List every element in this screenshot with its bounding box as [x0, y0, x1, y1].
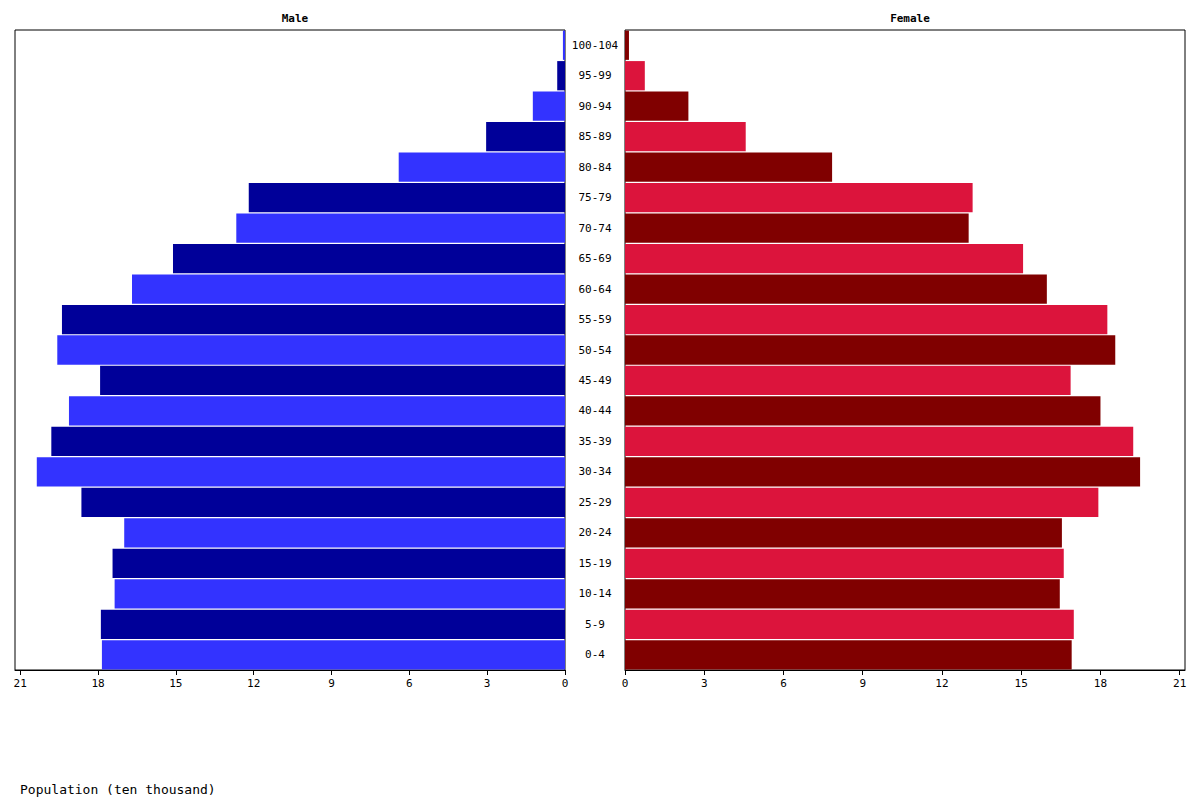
svg-text:60-64: 60-64 — [578, 283, 611, 296]
svg-text:20-24: 20-24 — [578, 526, 611, 539]
svg-text:12: 12 — [247, 677, 260, 690]
svg-text:3: 3 — [484, 677, 491, 690]
svg-text:21: 21 — [1173, 677, 1186, 690]
svg-text:Male: Male — [282, 12, 309, 25]
svg-text:75-79: 75-79 — [578, 191, 611, 204]
svg-text:9: 9 — [328, 677, 335, 690]
svg-text:12: 12 — [935, 677, 948, 690]
svg-text:6: 6 — [406, 677, 413, 690]
svg-text:70-74: 70-74 — [578, 222, 611, 235]
svg-text:40-44: 40-44 — [578, 404, 611, 417]
svg-text:18: 18 — [1094, 677, 1107, 690]
svg-text:85-89: 85-89 — [578, 130, 611, 143]
svg-text:0: 0 — [562, 677, 569, 690]
svg-text:80-84: 80-84 — [578, 161, 611, 174]
svg-text:Population (ten thousand): Population (ten thousand) — [20, 782, 216, 797]
svg-text:25-29: 25-29 — [578, 496, 611, 509]
svg-text:9: 9 — [859, 677, 866, 690]
svg-text:0: 0 — [622, 677, 629, 690]
svg-text:55-59: 55-59 — [578, 313, 611, 326]
svg-text:95-99: 95-99 — [578, 69, 611, 82]
svg-text:90-94: 90-94 — [578, 100, 611, 113]
svg-text:35-39: 35-39 — [578, 435, 611, 448]
svg-text:Female: Female — [890, 12, 930, 25]
svg-text:15: 15 — [1015, 677, 1028, 690]
svg-text:5-9: 5-9 — [585, 618, 605, 631]
svg-text:15-19: 15-19 — [578, 557, 611, 570]
svg-text:15: 15 — [169, 677, 182, 690]
svg-text:30-34: 30-34 — [578, 465, 611, 478]
svg-text:10-14: 10-14 — [578, 587, 611, 600]
svg-text:65-69: 65-69 — [578, 252, 611, 265]
svg-text:45-49: 45-49 — [578, 374, 611, 387]
svg-text:100-104: 100-104 — [572, 39, 619, 52]
svg-text:21: 21 — [14, 677, 27, 690]
svg-text:0-4: 0-4 — [585, 648, 605, 661]
svg-text:18: 18 — [91, 677, 104, 690]
svg-text:6: 6 — [780, 677, 787, 690]
svg-text:50-54: 50-54 — [578, 344, 611, 357]
svg-text:3: 3 — [701, 677, 708, 690]
